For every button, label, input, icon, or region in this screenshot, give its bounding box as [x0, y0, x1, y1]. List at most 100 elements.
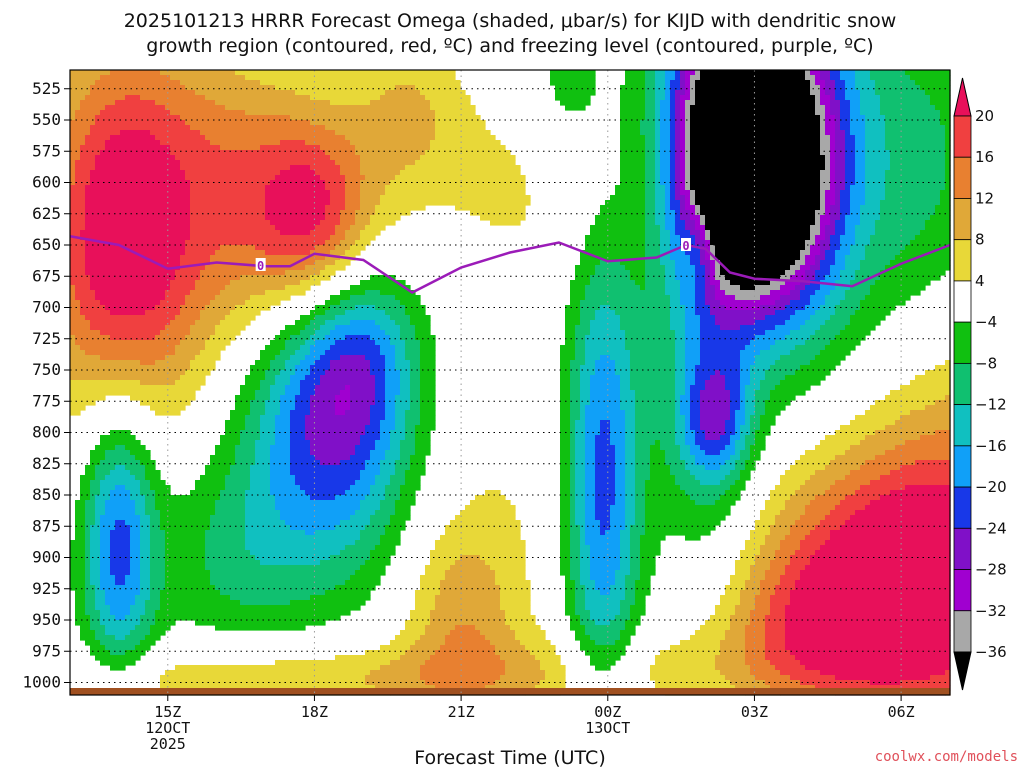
omega-cell: [70, 170, 76, 176]
omega-cell: [70, 100, 81, 106]
omega-cell: [165, 105, 226, 111]
omega-cell: [430, 560, 456, 566]
omega-cell: [105, 140, 161, 146]
omega-cell: [705, 380, 726, 386]
omega-cell: [330, 295, 351, 301]
omega-cell: [655, 685, 736, 691]
omega-cell: [100, 620, 141, 626]
omega-cell: [205, 265, 306, 271]
omega-cell: [580, 390, 591, 396]
x-tick-label: 00Z: [594, 703, 621, 721]
omega-cell: [665, 270, 676, 276]
omega-cell: [835, 195, 841, 201]
omega-cell: [680, 485, 731, 491]
omega-cell: [140, 565, 151, 571]
omega-cell: [620, 130, 641, 136]
omega-cell: [340, 460, 366, 466]
omega-cell: [625, 330, 676, 336]
omega-cell: [625, 475, 636, 481]
x-tick-label: 13OCT: [585, 719, 630, 737]
omega-cell: [310, 405, 336, 411]
omega-cell: [630, 525, 646, 531]
omega-cell: [145, 470, 161, 476]
omega-cell: [550, 75, 596, 81]
omega-cell: [100, 615, 116, 621]
omega-cell: [580, 405, 586, 411]
omega-cell: [625, 595, 636, 601]
omega-cell: [700, 345, 746, 351]
omega-cell: [675, 110, 681, 116]
omega-cell: [775, 665, 806, 671]
omega-cell: [180, 340, 206, 346]
omega-cell: [700, 315, 716, 321]
omega-cell: [590, 545, 621, 551]
colorbar-label: 8: [975, 231, 985, 249]
omega-cell: [660, 110, 671, 116]
omega-cell: [565, 315, 581, 321]
omega-cell: [610, 425, 626, 431]
omega-cell: [685, 85, 691, 91]
omega-cell: [560, 390, 571, 396]
omega-cell: [210, 300, 246, 306]
credit-link[interactable]: coolwx.com/models: [875, 749, 1018, 765]
omega-cell: [95, 505, 106, 511]
omega-cell: [585, 480, 596, 486]
omega-cell: [695, 460, 726, 466]
omega-cell: [90, 285, 171, 291]
omega-cell: [680, 140, 686, 146]
omega-cell: [850, 190, 866, 196]
omega-cell: [670, 140, 676, 146]
omega-cell: [70, 540, 86, 546]
omega-cell: [635, 405, 676, 411]
omega-cell: [695, 90, 811, 96]
omega-cell: [260, 425, 276, 431]
omega-cell: [95, 590, 106, 596]
omega-cell: [415, 160, 516, 166]
omega-cell: [370, 360, 386, 366]
omega-cell: [675, 210, 681, 216]
omega-cell: [180, 305, 206, 311]
omega-cell: [635, 590, 651, 596]
omega-cell: [690, 110, 816, 116]
omega-cell: [855, 80, 876, 86]
omega-cell: [720, 495, 741, 501]
omega-cell: [70, 75, 101, 81]
omega-cell: [130, 470, 146, 476]
omega-cell: [330, 155, 361, 161]
omega-cell: [315, 260, 336, 266]
omega-cell: [105, 450, 131, 456]
omega-cell: [265, 290, 306, 296]
omega-cell: [870, 240, 911, 246]
omega-cell: [70, 360, 141, 366]
omega-cell: [200, 315, 226, 321]
omega-cell: [615, 365, 631, 371]
omega-cell: [720, 265, 791, 271]
omega-cell: [615, 500, 626, 506]
omega-cell: [595, 500, 616, 506]
omega-cell: [575, 450, 586, 456]
omega-cell: [435, 130, 491, 136]
omega-cell: [825, 490, 856, 496]
omega-cell: [820, 545, 951, 551]
omega-cell: [675, 160, 681, 166]
omega-cell: [660, 140, 671, 146]
omega-cell: [835, 90, 846, 96]
omega-cell: [580, 310, 596, 316]
omega-cell: [840, 195, 851, 201]
omega-cell: [730, 390, 741, 396]
omega-cell: [715, 265, 721, 271]
omega-cell: [715, 500, 736, 506]
omega-cell: [220, 435, 241, 441]
omega-cell: [740, 325, 776, 331]
omega-cell: [290, 430, 306, 436]
omega-cell: [645, 270, 666, 276]
omega-cell: [770, 530, 791, 536]
omega-cell: [585, 440, 596, 446]
omega-cell: [940, 110, 951, 116]
omega-cell: [645, 85, 656, 91]
omega-cell: [580, 250, 646, 256]
omega-cell: [380, 195, 531, 201]
omega-cell: [350, 225, 366, 231]
omega-cell: [690, 230, 701, 236]
